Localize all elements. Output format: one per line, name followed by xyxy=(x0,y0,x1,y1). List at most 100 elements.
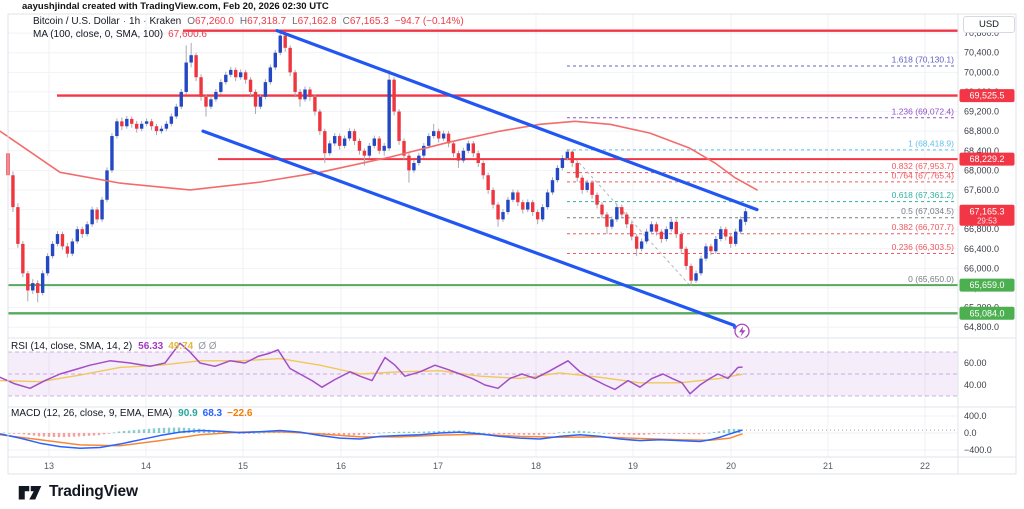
candle-body xyxy=(362,150,367,156)
macd-histogram-bar xyxy=(487,433,491,434)
macd-histogram-bar xyxy=(22,433,26,435)
macd-histogram-bar xyxy=(7,432,11,434)
macd-histogram-bar xyxy=(357,433,361,436)
candle-body xyxy=(545,192,550,208)
rsi-legend[interactable]: RSI (14, close, SMA, 14, 2) 56.33 49.74 Ø Ø xyxy=(11,341,217,352)
candle-body xyxy=(85,224,89,235)
candle-body xyxy=(615,207,619,220)
candle-body xyxy=(65,246,70,254)
macd-histogram-bar xyxy=(377,432,381,434)
macd-histogram-bar xyxy=(382,432,386,434)
macd-histogram-bar xyxy=(507,433,511,435)
candle-body xyxy=(303,89,307,100)
symbol-legend[interactable]: Bitcoin / U.S. Dollar · 1h · Kraken O67,260.0… xyxy=(33,16,464,27)
candle-body xyxy=(506,199,510,213)
macd-histogram-bar xyxy=(512,433,516,435)
lightning-icon[interactable] xyxy=(734,323,750,339)
change-value: −94.7 (−0.14%) xyxy=(394,16,464,27)
candle-body xyxy=(620,207,624,215)
trendline xyxy=(275,29,759,212)
macd-label: MACD (12, 26, close, 9, EMA, EMA) xyxy=(11,408,173,419)
candle-body xyxy=(248,79,253,92)
candle-body xyxy=(258,96,263,107)
macd-histogram-bar xyxy=(537,433,541,436)
candle-body xyxy=(26,273,30,291)
macd-histogram-bar xyxy=(182,427,186,433)
macd-histogram-bar xyxy=(152,428,156,433)
candle-body xyxy=(689,265,693,281)
candle-body xyxy=(446,133,451,144)
candle-body xyxy=(268,67,273,83)
legend-separator: · xyxy=(122,16,127,27)
candle-body xyxy=(105,170,109,200)
price-tick-label: 69,200.0 xyxy=(964,107,999,117)
candle-body xyxy=(288,47,292,73)
candle-body xyxy=(590,182,594,195)
macd-histogram-bar xyxy=(702,433,706,434)
macd-signal-line xyxy=(0,430,743,447)
candle-body xyxy=(417,155,421,164)
macd-histogram-bar xyxy=(687,433,691,435)
candle-body xyxy=(580,177,584,190)
candle-body xyxy=(540,207,545,220)
price-badge: 68,229.2 xyxy=(959,152,1015,166)
candle-body xyxy=(209,99,213,107)
macd-histogram-bar xyxy=(422,431,426,433)
candle-body xyxy=(535,212,540,220)
candle-body xyxy=(154,126,159,132)
rsi-sma-line xyxy=(0,357,743,384)
candle-body xyxy=(570,151,574,164)
macd-pane xyxy=(0,427,958,450)
macd-histogram-bar xyxy=(477,432,481,434)
currency-label: USD xyxy=(978,19,1000,30)
fib-retracement: 1.618 (70,130.1) 1.236 (69,072.4) 1 (68,41… xyxy=(566,54,956,287)
candle-body xyxy=(743,211,748,222)
lightning-bolt xyxy=(739,326,746,337)
time-axis[interactable]: 13 14 15 16 17 18 19 20 21 22 xyxy=(44,461,930,471)
macd-histogram-bar xyxy=(347,433,351,436)
candle-body xyxy=(422,145,426,156)
candle-body xyxy=(135,123,139,129)
candle-body xyxy=(634,236,639,249)
ma-legend[interactable]: MA (100, close, 0, SMA, 100) 67,600.6 xyxy=(33,29,207,40)
macd-histogram-bar xyxy=(122,430,126,433)
price-levels xyxy=(8,29,958,315)
macd-histogram-bar xyxy=(187,428,191,433)
macd-histogram-bar xyxy=(32,433,36,436)
time-tick-label: 17 xyxy=(433,461,443,471)
candle-body xyxy=(684,248,688,266)
macd-histogram-bar xyxy=(542,433,546,435)
macd-histogram-bar xyxy=(652,433,656,435)
candle-body xyxy=(130,118,134,124)
macd-histogram-bar xyxy=(587,431,591,433)
candle-body xyxy=(575,163,579,178)
candle-body xyxy=(342,138,347,146)
candle-body xyxy=(600,204,604,215)
rsi-tick-label: 60.00 xyxy=(964,358,987,368)
macd-histogram-bar xyxy=(532,433,536,435)
macd-histogram-bar xyxy=(27,433,31,435)
candle-body xyxy=(11,175,15,208)
price-badge-text: 65,084.0 xyxy=(969,308,1004,318)
ma-line xyxy=(0,120,758,191)
macd-histogram-bar xyxy=(492,433,496,434)
candle-body xyxy=(531,202,535,213)
macd-signal-value: −22.6 xyxy=(227,408,253,419)
candle-body xyxy=(199,77,203,97)
tradingview-logo-icon xyxy=(18,486,42,500)
macd-legend[interactable]: MACD (12, 26, close, 9, EMA, EMA) 90.9 68.… xyxy=(11,408,252,419)
candle-body xyxy=(610,219,614,227)
trendlines xyxy=(201,29,759,330)
macd-histogram-bar xyxy=(437,430,441,433)
macd-histogram-bar xyxy=(622,433,626,435)
macd-histogram-bar xyxy=(107,433,111,434)
candle-body xyxy=(709,246,713,252)
currency-toggle[interactable]: USD xyxy=(963,16,1015,33)
price-badge-text: 65,659.0 xyxy=(969,280,1004,290)
macd-histogram-bar xyxy=(47,433,51,437)
macd-histogram-bar xyxy=(712,431,716,433)
interval-label: 1h xyxy=(129,16,141,27)
candle-body xyxy=(234,69,238,78)
candle-body xyxy=(630,224,634,237)
